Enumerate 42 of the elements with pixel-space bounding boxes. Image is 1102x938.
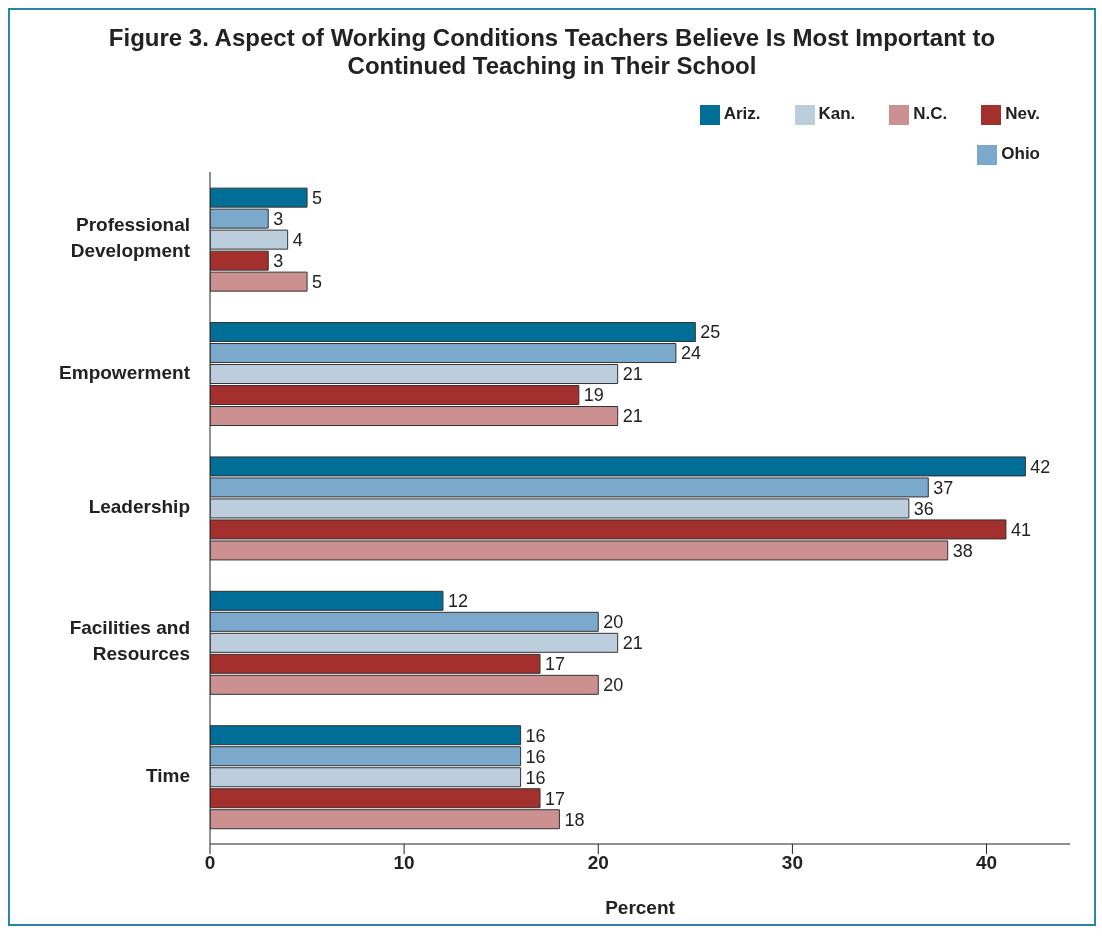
data-label: 12 [447,591,468,612]
data-label: 20 [603,612,624,633]
x-tick-label: 0 [204,852,216,874]
x-tick-label: 30 [781,852,803,874]
x-axis-title: Percent [605,897,676,918]
data-label: 5 [312,272,323,293]
x-tick-label: 10 [393,852,415,874]
data-label: 37 [933,477,954,498]
legend-label: Nev. [1005,104,1040,123]
y-tick-label: Professional Development [70,214,191,262]
x-tick-label: 40 [975,852,998,874]
data-label: 25 [700,322,721,343]
data-label: 20 [603,675,624,696]
legend-label: N.C. [913,104,948,123]
data-label: 17 [545,654,566,675]
legend-label: Ohio [1001,144,1040,163]
data-label: 19 [583,385,604,406]
data-label: 5 [312,188,323,209]
data-label: 16 [525,746,546,767]
y-tick-label: Leadership [88,496,190,518]
legend-label: Ariz. [723,104,761,123]
y-tick-label: Time [145,764,190,786]
data-label: 42 [1030,456,1051,477]
data-label: 21 [622,633,643,654]
data-label: 21 [622,364,643,385]
data-label: 24 [680,343,701,364]
data-label: 38 [952,540,973,561]
data-label: 36 [913,498,934,519]
chart-title: Figure 3. Aspect of Working Conditions Teachers Believe Is Most Important to Continued Teaching in Their School [107,23,997,81]
x-tick-label: 20 [587,852,609,874]
data-label: 16 [525,767,546,788]
data-label: 3 [273,209,284,230]
data-label: 41 [1010,519,1031,540]
data-label: 3 [273,251,284,272]
data-label: 4 [292,230,303,251]
data-label: 18 [564,809,585,830]
legend-label: Kan. [818,104,856,123]
data-label: 21 [622,406,643,427]
data-label: 16 [525,725,546,746]
y-tick-label: Facilities and Resources [69,617,190,665]
y-tick-label: Empowerment [59,361,191,383]
data-label: 17 [545,788,566,809]
